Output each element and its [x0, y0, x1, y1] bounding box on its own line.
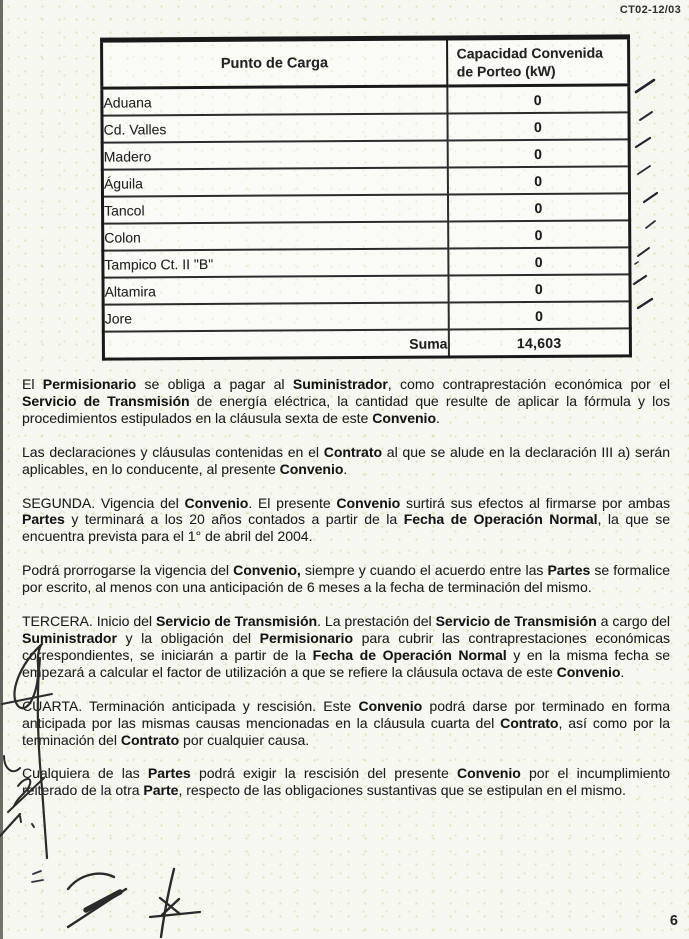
paragraph: Las declaraciones y cláusulas contenidas… — [22, 443, 670, 477]
table-row: Jore 0 — [103, 301, 631, 332]
punto-de-carga-cell: Aduana — [101, 86, 447, 116]
col-header-capacidad-convenida: Capacidad Convenida de Porteo (kW) — [446, 36, 629, 87]
paragraph: CUARTA. Terminación anticipada y rescisi… — [22, 697, 670, 748]
punto-de-carga-cell: Madero — [102, 140, 448, 170]
body-text: El Permisionario se obliga a pagar al Su… — [22, 376, 670, 816]
paragraph: Podrá prorrogarse la vigencia del Conven… — [22, 562, 671, 596]
punto-de-carga-cell: Cd. Valles — [101, 113, 448, 143]
capacidad-cell: 0 — [447, 193, 630, 222]
capacidad-cell: 0 — [448, 301, 631, 330]
paragraph: El Permisionario se obliga a pagar al Su… — [22, 376, 671, 426]
paragraph: Cualquiera de las Partes podrá exigir la… — [22, 765, 670, 799]
table-row: Tampico Ct. II "B" 0 — [102, 247, 630, 278]
page-number: 6 — [669, 913, 678, 929]
punto-de-carga-cell: Tampico Ct. II "B" — [102, 248, 448, 278]
table-row: Águila 0 — [102, 166, 630, 197]
table-row: Altamira 0 — [102, 274, 631, 305]
document-code: CT02-12/03 — [619, 4, 681, 16]
punto-de-carga-cell: Jore — [103, 302, 449, 332]
paragraph: TERCERA. Inicio del Servicio de Transmis… — [22, 613, 671, 680]
paragraph: SEGUNDA. Vigencia del Convenio. El prese… — [22, 494, 670, 545]
capacidad-cell: 0 — [447, 166, 630, 195]
table-row: Tancol 0 — [102, 193, 630, 224]
scan-edge-artifact — [0, 0, 3, 939]
porteo-capacity-table: Punto de Carga Capacidad Convenida de Po… — [100, 34, 632, 361]
suma-label: Suma — [103, 329, 449, 360]
punto-de-carga-cell: Tancol — [102, 194, 448, 224]
capacidad-cell: 0 — [446, 85, 629, 114]
table-row: Colon 0 — [102, 220, 630, 251]
table-row: Aduana 0 — [101, 85, 629, 116]
table-row: Cd. Valles 0 — [101, 112, 630, 143]
table-total-row: Suma 14,603 — [103, 328, 631, 360]
punto-de-carga-cell: Altamira — [102, 275, 449, 305]
table-header-row: Punto de Carga Capacidad Convenida de Po… — [101, 36, 629, 89]
capacidad-cell: 0 — [447, 220, 630, 249]
pen-tick-marks — [632, 78, 659, 310]
signature-scribbles — [31, 867, 202, 939]
capacidad-cell: 0 — [447, 274, 631, 303]
table-row: Madero 0 — [102, 139, 630, 170]
capacity-table-container: Punto de Carga Capacidad Convenida de Po… — [100, 34, 632, 361]
capacidad-cell: 0 — [447, 139, 630, 168]
punto-de-carga-cell: Colon — [102, 221, 448, 251]
capacidad-cell: 0 — [446, 112, 630, 141]
table-body: Aduana 0 Cd. Valles 0 Madero 0 Águila 0 Tancol 0 C… — [101, 85, 631, 332]
suma-value: 14,603 — [448, 328, 631, 358]
col-header-punto-de-carga: Punto de Carga — [101, 38, 447, 89]
punto-de-carga-cell: Águila — [102, 167, 448, 197]
capacidad-cell: 0 — [447, 247, 630, 276]
